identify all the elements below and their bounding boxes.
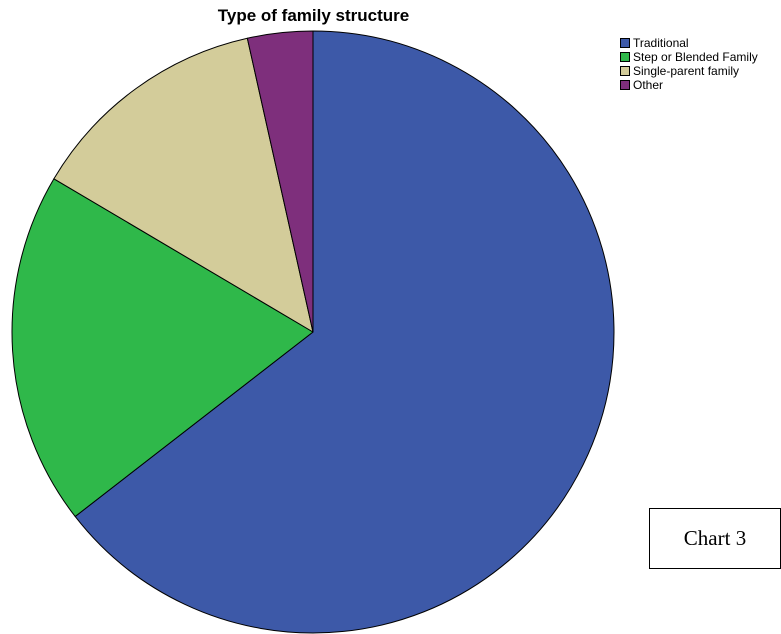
legend-item-single-parent: Single-parent family [620,64,758,78]
pie-slice-other [246,30,314,333]
chart-title: Type of family structure [217,6,410,25]
legend-swatch-other [620,80,630,90]
pie-slice-single-parent [53,37,314,333]
pie-slice-step-or-blended [11,178,314,517]
chart-legend: Traditional Step or Blended Family Singl… [620,36,758,92]
legend-item-step-or-blended: Step or Blended Family [620,50,758,64]
pie-slice-traditional [74,30,615,634]
legend-label-single-parent: Single-parent family [633,64,740,78]
legend-swatch-single-parent [620,66,630,76]
legend-swatch-step-or-blended [620,52,630,62]
legend-swatch-traditional [620,38,630,48]
legend-label-traditional: Traditional [633,36,689,50]
legend-item-other: Other [620,78,758,92]
legend-label-other: Other [633,78,664,92]
chart-caption-box: Chart 3 [649,508,781,569]
legend-label-step-or-blended: Step or Blended Family [633,50,758,64]
legend-item-traditional: Traditional [620,36,758,50]
